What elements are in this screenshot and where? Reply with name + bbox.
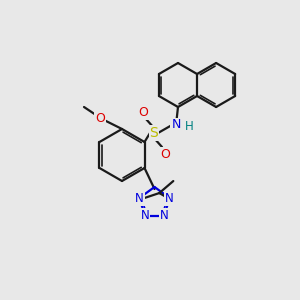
Text: O: O xyxy=(138,106,148,118)
Text: N: N xyxy=(141,209,149,222)
Text: N: N xyxy=(135,192,144,205)
Text: O: O xyxy=(95,112,105,124)
Text: H: H xyxy=(184,121,194,134)
Text: O: O xyxy=(160,148,170,160)
Text: N: N xyxy=(171,118,181,131)
Text: N: N xyxy=(165,192,174,205)
Text: N: N xyxy=(160,209,168,222)
Text: S: S xyxy=(150,126,158,140)
